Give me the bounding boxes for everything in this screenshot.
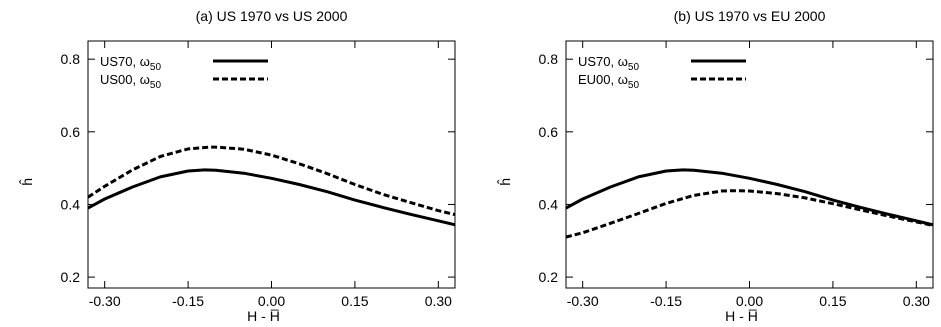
y-tick-label: 0.8	[61, 51, 81, 67]
x-tick-label: 0.30	[903, 293, 930, 309]
x-axis-label: H - H̅	[725, 308, 758, 324]
series-line-2	[566, 189, 933, 239]
x-tick-label: -0.30	[89, 293, 121, 309]
x-tick-label: 0.00	[258, 293, 285, 309]
legend-label-subscript: 50	[628, 80, 640, 91]
x-tick-label: 0.00	[736, 293, 763, 309]
series-line-2	[88, 145, 455, 217]
chart-panel-b: (b) US 1970 vs EU 2000 -0.30 -0.15 0.00 0.15…	[496, 8, 934, 324]
x-tick-label: 0.30	[425, 293, 452, 309]
chart-panel-a: (a) US 1970 vs US 2000 -0.30 -0.15 0.00 0.15…	[18, 8, 456, 324]
legend-label-text: US70, ω	[578, 54, 628, 69]
x-tick-label: 0.15	[341, 293, 368, 309]
legend-label-text: EU00, ω	[578, 72, 628, 87]
x-axis-label: H - H̅	[247, 308, 280, 324]
y-tick-label: 0.8	[539, 51, 559, 67]
y-tick-label: 0.4	[539, 196, 559, 212]
legend-label: US70, ω50	[100, 54, 161, 73]
chart-title: (a) US 1970 vs US 2000	[196, 8, 348, 24]
legend-label: US70, ω50	[578, 54, 639, 73]
x-tick-label: -0.30	[567, 293, 599, 309]
y-tick-label: 0.6	[61, 124, 81, 140]
series-line-1	[88, 168, 455, 227]
y-tick-label: 0.2	[61, 269, 81, 285]
y-tick-label: 0.4	[61, 196, 81, 212]
y-axis-label: ĥ	[496, 178, 513, 186]
legend-label: EU00, ω50	[578, 72, 639, 91]
x-tick-label: 0.15	[819, 293, 846, 309]
legend-label-subscript: 50	[150, 62, 162, 73]
series-line-1	[566, 168, 933, 227]
legend-label: US00, ω50	[100, 72, 161, 91]
legend-label-subscript: 50	[150, 80, 162, 91]
chart-title: (b) US 1970 vs EU 2000	[674, 8, 826, 24]
y-tick-label: 0.6	[539, 124, 559, 140]
x-tick-label: -0.15	[650, 293, 682, 309]
legend-label-text: US00, ω	[100, 72, 150, 87]
legend-label-text: US70, ω	[100, 54, 150, 69]
y-tick-label: 0.2	[539, 269, 559, 285]
legend-label-subscript: 50	[628, 62, 640, 73]
x-tick-label: -0.15	[172, 293, 204, 309]
y-axis-label: ĥ	[18, 178, 35, 186]
